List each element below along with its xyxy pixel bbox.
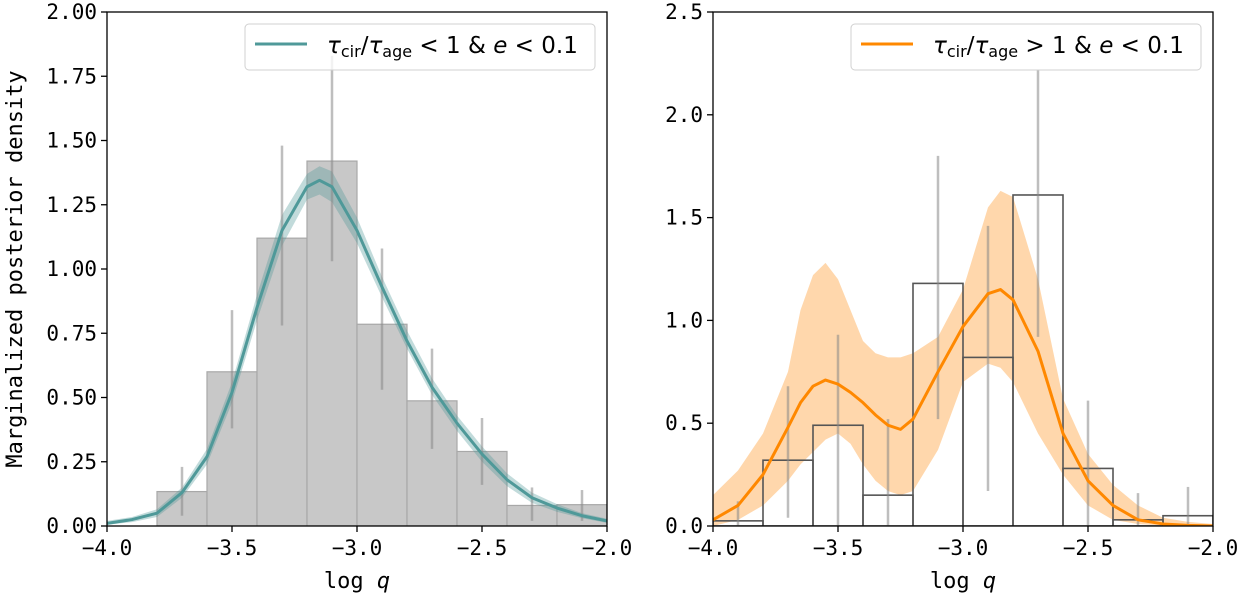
posterior-curve bbox=[713, 288, 1213, 526]
plot-area bbox=[107, 55, 607, 526]
legend-label-part: τ bbox=[368, 33, 382, 59]
y-tick-label: 0.50 bbox=[46, 386, 97, 410]
legend-label-part: τ bbox=[933, 33, 947, 59]
legend-label-part: / bbox=[967, 33, 975, 59]
x-tick-label: −3.0 bbox=[938, 536, 989, 560]
legend-label-part: > 1 & bbox=[1018, 33, 1099, 59]
x-tick-label: −2.5 bbox=[1063, 536, 1114, 560]
x-axis-label-var: q bbox=[983, 569, 996, 594]
y-tick-label: 0.5 bbox=[665, 411, 703, 435]
legend-label-part: cir bbox=[341, 42, 361, 61]
legend-label-part: e bbox=[1099, 33, 1113, 59]
posterior-curve bbox=[107, 178, 607, 525]
legend-label-part: / bbox=[361, 33, 369, 59]
legend-label-part: τ bbox=[327, 33, 341, 59]
legend-label-part: age bbox=[382, 42, 412, 61]
x-axis-label: log q bbox=[930, 569, 996, 594]
y-tick-label: 0.25 bbox=[46, 450, 97, 474]
legend-box bbox=[244, 23, 596, 71]
x-tick-label: −2.0 bbox=[582, 536, 633, 560]
plot-area bbox=[713, 69, 1213, 526]
panel-left: −4.0 −3.5 −3.0 −2.5 −2.0 0.00 0.25 0.50 0.75 1.00… bbox=[3, 0, 632, 594]
legend-label-part: < 1 & bbox=[412, 33, 493, 59]
x-tick-label: −3.0 bbox=[332, 536, 383, 560]
x-tick-label: −3.5 bbox=[813, 536, 864, 560]
x-tick-label: −2.5 bbox=[457, 536, 508, 560]
legend-label-part: cir bbox=[947, 42, 967, 61]
y-tick-label: 2.00 bbox=[46, 0, 97, 24]
y-tick-label: 0.00 bbox=[46, 514, 97, 538]
legend-box bbox=[850, 23, 1202, 71]
y-tick-label: 1.0 bbox=[665, 308, 703, 332]
x-tick-label: −4.0 bbox=[82, 536, 133, 560]
legend-label-part: < 0.1 bbox=[507, 33, 577, 59]
x-axis-label-fn: log bbox=[324, 569, 377, 594]
y-tick-label: 0.75 bbox=[46, 321, 97, 345]
legend-label-part: e bbox=[493, 33, 507, 59]
legend-label: τcir/τage > 1 & e < 0.1 bbox=[933, 33, 1184, 61]
y-tick-label: 2.5 bbox=[665, 0, 703, 24]
y-tick-label: 1.50 bbox=[46, 129, 97, 153]
legend-label-part: age bbox=[988, 42, 1018, 61]
y-tick-label: 1.75 bbox=[46, 64, 97, 88]
x-axis-label: log q bbox=[324, 569, 390, 594]
legend-label-part: τ bbox=[974, 33, 988, 59]
legend-label: τcir/τage < 1 & e < 0.1 bbox=[327, 33, 578, 61]
y-tick-label: 0.0 bbox=[665, 514, 703, 538]
x-axis-label-fn: log bbox=[930, 569, 983, 594]
y-tick-label: 1.00 bbox=[46, 257, 97, 281]
y-tick-label: 2.0 bbox=[665, 103, 703, 127]
panel-right: −4.0 −3.5 −3.0 −2.5 −2.0 0.0 0.5 1.0 1.5 2.0 2.5 lo… bbox=[665, 0, 1238, 594]
x-axis-label-var: q bbox=[377, 569, 390, 594]
x-tick-label: −4.0 bbox=[688, 536, 739, 560]
credible-band bbox=[107, 166, 607, 525]
y-tick-label: 1.5 bbox=[665, 206, 703, 230]
x-tick-label: −3.5 bbox=[207, 536, 258, 560]
y-axis-label: Marginalized posterior density bbox=[3, 70, 28, 467]
legend-label-part: < 0.1 bbox=[1113, 33, 1183, 59]
y-tick-label: 1.25 bbox=[46, 193, 97, 217]
x-tick-label: −2.0 bbox=[1188, 536, 1239, 560]
